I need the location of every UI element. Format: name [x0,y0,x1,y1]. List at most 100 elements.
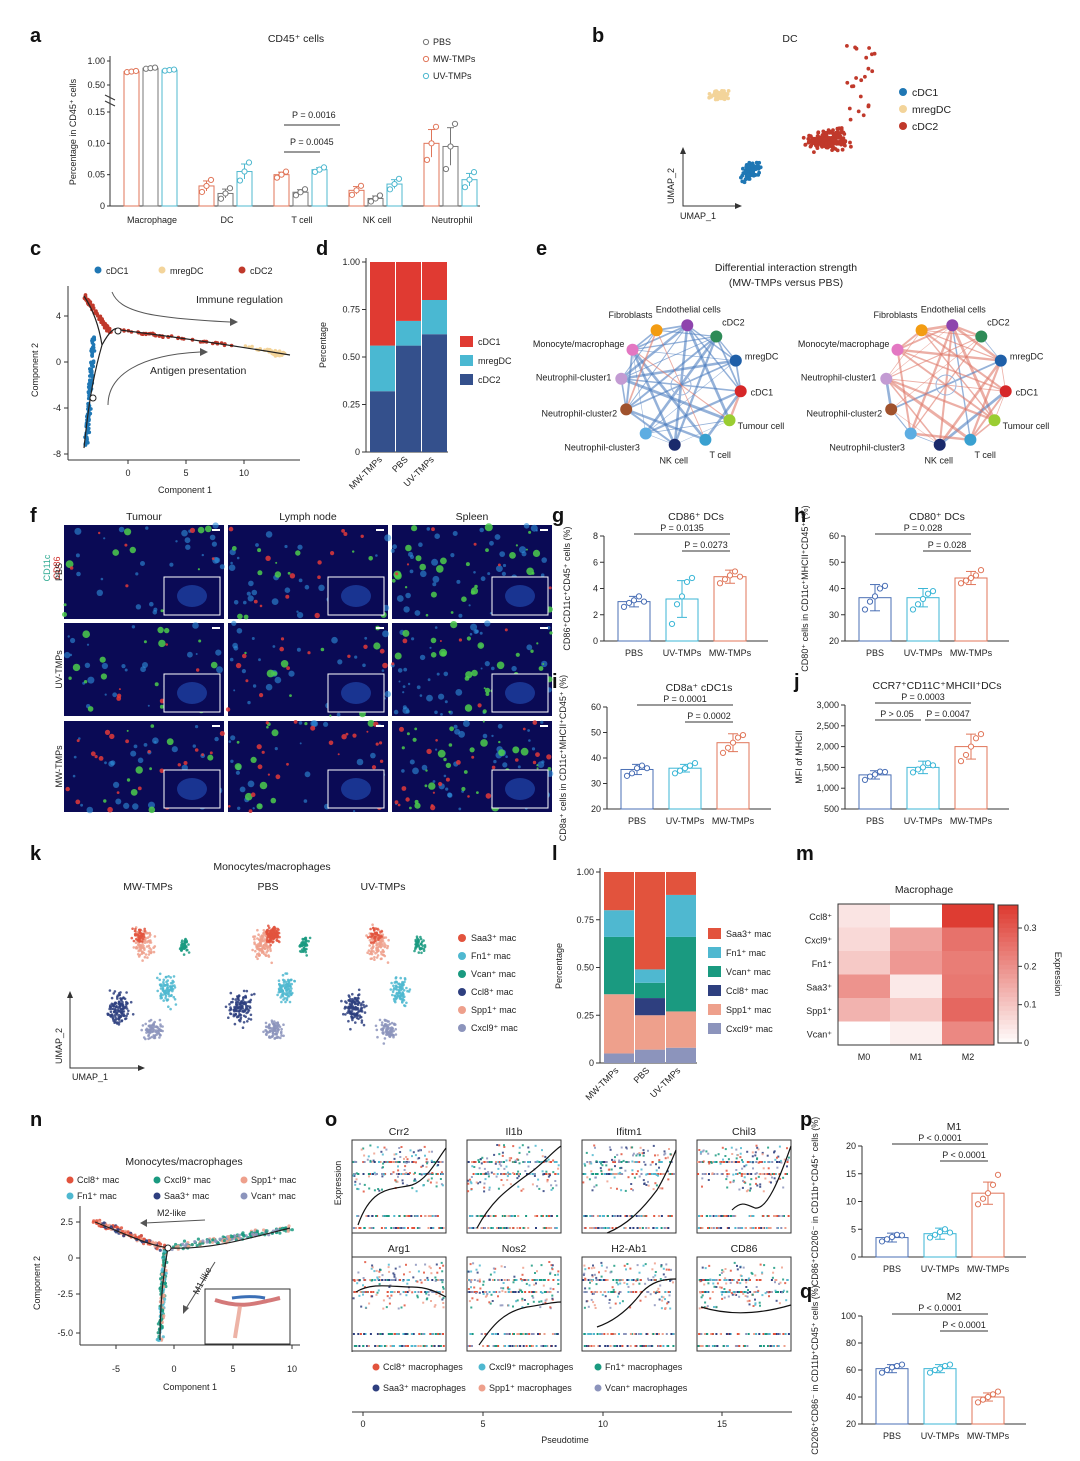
panel-o-point [553,1161,556,1163]
panel-k-point [267,955,271,958]
panel-f-nucleus [393,709,399,715]
panel-j-point [977,731,985,738]
panel-o-point [657,1173,660,1175]
panel-n-point [174,1242,178,1247]
panel-f-nucleus [246,591,251,596]
panel-h-point [876,585,884,592]
panel-k-point [405,986,408,990]
panel-o-point [658,1166,660,1169]
panel-f-nucleus [370,752,376,759]
panel-o-point [501,1154,504,1157]
panel-o-point [406,1184,409,1187]
panel-f-cd86-signal [491,765,496,770]
panel-k-point [357,993,361,996]
panel-k-point [387,1024,390,1027]
panel-f-nucleus [303,799,308,803]
panel-o-point [589,1227,591,1229]
panel-m-cell [838,927,890,951]
panel-f-cd11c-signal [465,562,470,567]
panel-e-node [964,433,977,446]
panel-o-point [548,1161,551,1163]
panel-f-nucleus [108,760,115,767]
panel-k-point [386,1026,390,1029]
panel-k-point [267,926,271,930]
panel-m-colorbar-step [998,1024,1018,1030]
panel-k-point [242,1014,246,1018]
panel-l-legend-swatch [708,985,721,996]
panel-f-cd11c-signal [271,729,279,737]
panel-k-point [372,927,375,930]
panel-k-point [375,941,378,945]
panel-o-point [600,1162,602,1165]
panel-m-cell [890,904,942,928]
panel-m-cell [890,998,942,1022]
panel-o-point [585,1215,588,1217]
panel-j-point [914,766,922,773]
panel-f-cd11c-signal [445,762,452,769]
panel-o-point [535,1227,537,1229]
panel-f-cd86-signal [286,762,289,766]
panel-o-point [481,1173,484,1175]
panel-f-nucleus [236,556,240,560]
panel-c-legend-marker [238,266,246,274]
panel-k-point [158,978,161,982]
panel-f-nucleus [414,610,421,616]
panel-f-cd86-signal [256,744,262,750]
panel-o-point [538,1161,541,1163]
panel-f-nucleus [228,740,232,743]
panel-b-point [801,135,806,140]
panel-f-nucleus [113,781,120,789]
panel-o-point [490,1171,493,1174]
panel-k-point [278,935,281,939]
panel-k-point [386,946,389,950]
panel-m-colorbar-step [998,1038,1018,1044]
panel-o-point [483,1167,486,1170]
panel-k-point [275,939,279,942]
panel-m-col-label: M0 [858,1052,871,1062]
panel-f-cd86-signal [75,799,81,805]
panel-k-point [381,1028,384,1031]
panel-e-node [915,324,928,337]
panel-letter-o: o [325,1109,337,1131]
panel-o-point [411,1155,413,1158]
panel-k-point [277,979,281,982]
panel-f-cd11c-signal [160,609,164,613]
panel-f-nucleus [411,637,415,641]
panel-k-point [375,956,379,959]
panel-o-point [352,1161,355,1163]
panel-o-point [495,1175,498,1178]
panel-k-point [401,980,404,984]
panel-o-point [493,1173,496,1175]
panel-o-point [608,1146,611,1149]
panel-n-point [242,1234,246,1238]
panel-k-point [120,998,123,1001]
panel-o-point [494,1162,497,1165]
panel-k-point [150,1024,153,1028]
panel-f-cd11c-signal [466,636,471,641]
panel-k-point [420,951,423,955]
panel-o-point [645,1173,648,1176]
panel-o-point [481,1156,484,1159]
panel-n-point [210,1240,215,1244]
panel-o-point [632,1227,635,1229]
panel-k-point [162,978,166,982]
panel-f-cd86-signal [107,806,113,813]
panel-f-nucleus [502,762,508,768]
panel-k-point [351,998,354,1001]
panel-f-nucleus [480,576,486,582]
panel-f-nucleus [418,542,423,547]
panel-k-point [132,946,136,949]
panel-b-legend-label: cDC2 [912,121,938,133]
panel-o-point [613,1159,616,1162]
panel-a-point [198,188,206,196]
panel-o-point [518,1146,521,1149]
panel-f-nucleus [409,569,414,574]
panel-l-legend-label: Ccl8⁺ mac [726,986,769,996]
panel-b-point [851,84,856,89]
panel-e-node [946,319,959,332]
panel-o-point [420,1165,423,1168]
panel-o-point [411,1161,414,1163]
panel-k-point [392,984,395,988]
panel-k-point [347,999,351,1002]
panel-k-point [392,1029,396,1033]
